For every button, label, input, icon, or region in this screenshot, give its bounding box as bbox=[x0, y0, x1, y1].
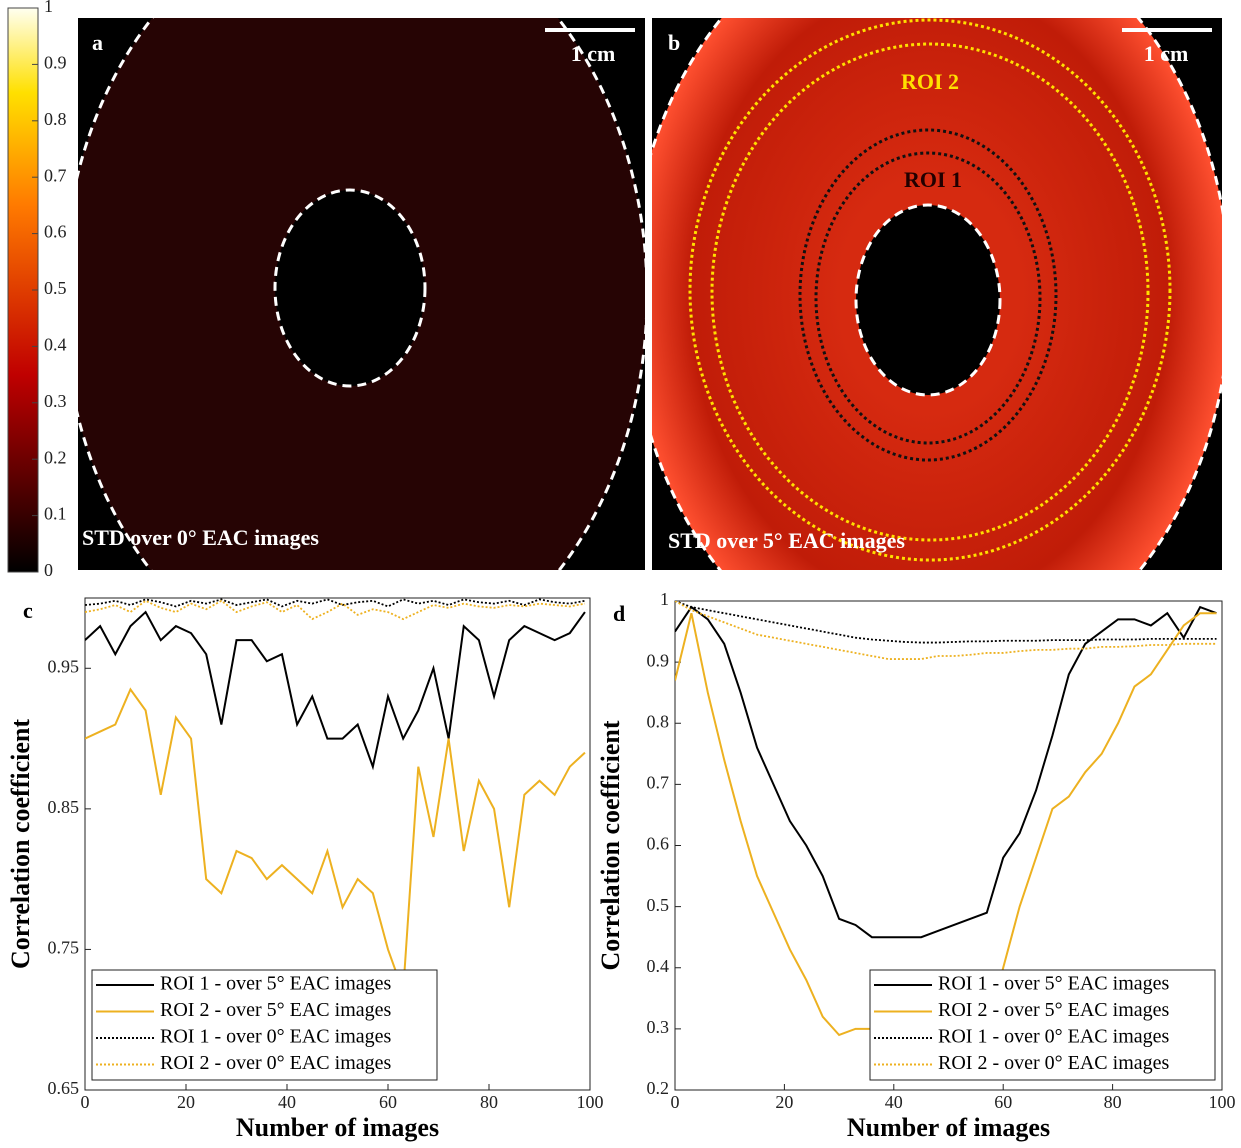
x-tick-label: 20 bbox=[177, 1092, 195, 1112]
colorbar-tick-label: 0.6 bbox=[44, 222, 67, 242]
y-tick-label: 0.8 bbox=[647, 711, 670, 731]
x-tick-label: 80 bbox=[480, 1092, 498, 1112]
y-tick-label: 0.4 bbox=[647, 956, 670, 976]
colorbar-tick-label: 0.5 bbox=[44, 278, 67, 298]
scale-label: 1 cm bbox=[571, 41, 616, 66]
y-tick-label: 0.85 bbox=[48, 797, 80, 817]
legend-label: ROI 1 - over 0° EAC images bbox=[938, 1026, 1170, 1048]
legend-label: ROI 2 - over 5° EAC images bbox=[160, 999, 392, 1021]
y-tick-label: 1 bbox=[660, 589, 669, 609]
x-tick-label: 60 bbox=[379, 1092, 397, 1112]
x-tick-label: 60 bbox=[994, 1092, 1012, 1112]
panel-label: c bbox=[23, 598, 33, 623]
legend-label: ROI 2 - over 5° EAC images bbox=[938, 999, 1170, 1021]
legend-label: ROI 1 - over 5° EAC images bbox=[160, 973, 392, 995]
image-b bbox=[630, 0, 1230, 680]
colorbar-tick-label: 0.4 bbox=[44, 335, 67, 355]
x-tick-label: 20 bbox=[775, 1092, 793, 1112]
colorbar-tick-label: 0.1 bbox=[44, 504, 67, 524]
x-tick-label: 0 bbox=[671, 1092, 680, 1112]
legend-label: ROI 1 - over 0° EAC images bbox=[160, 1026, 392, 1048]
y-tick-label: 0.95 bbox=[48, 656, 80, 676]
x-tick-label: 100 bbox=[577, 1092, 604, 1112]
y-tick-label: 0.3 bbox=[647, 1017, 670, 1037]
y-axis-label: Correlation coefficient bbox=[6, 719, 35, 969]
x-tick-label: 40 bbox=[885, 1092, 903, 1112]
y-tick-label: 0.5 bbox=[647, 895, 670, 915]
colorbar-tick-label: 0.8 bbox=[44, 109, 67, 129]
legend-label: ROI 2 - over 0° EAC images bbox=[160, 1052, 392, 1074]
colorbar-tick-label: 0.2 bbox=[44, 447, 67, 467]
y-tick-label: 0.9 bbox=[647, 650, 670, 670]
colorbar-tick-label: 1 bbox=[44, 0, 53, 16]
y-tick-label: 0.6 bbox=[647, 834, 670, 854]
panel-label: b bbox=[668, 30, 680, 55]
figure: a 1 cm STD over 0° EAC images b 1 cm ROI… bbox=[0, 0, 1241, 1143]
x-axis-label: Number of images bbox=[236, 1113, 439, 1142]
legend-label: ROI 2 - over 0° EAC images bbox=[938, 1052, 1170, 1074]
x-tick-label: 80 bbox=[1104, 1092, 1122, 1112]
colorbar-tick-label: 0.9 bbox=[44, 53, 67, 73]
caption: STD over 5° EAC images bbox=[668, 528, 905, 553]
x-axis-label: Number of images bbox=[847, 1113, 1050, 1142]
image-a bbox=[63, 0, 647, 680]
y-tick-label: 0.2 bbox=[647, 1078, 670, 1098]
y-tick-label: 0.65 bbox=[48, 1078, 80, 1098]
scale-label: 1 cm bbox=[1144, 41, 1189, 66]
colorbar-tick-label: 0.7 bbox=[44, 165, 67, 185]
y-axis-label: Correlation coefficient bbox=[596, 720, 625, 970]
colorbar-tick-label: 0.3 bbox=[44, 391, 67, 411]
colorbar-tick-label: 0 bbox=[44, 560, 53, 580]
legend-label: ROI 1 - over 5° EAC images bbox=[938, 973, 1170, 995]
x-tick-label: 0 bbox=[81, 1092, 90, 1112]
panel-label: d bbox=[613, 601, 625, 626]
y-tick-label: 0.7 bbox=[647, 773, 670, 793]
x-tick-label: 40 bbox=[278, 1092, 296, 1112]
roi-label: ROI 2 bbox=[901, 69, 959, 94]
caption: STD over 0° EAC images bbox=[82, 525, 319, 550]
x-tick-label: 100 bbox=[1209, 1092, 1236, 1112]
page: a 1 cm STD over 0° EAC images b 1 cm ROI… bbox=[0, 0, 1241, 1143]
panel-label: a bbox=[92, 30, 103, 55]
roi-label: ROI 1 bbox=[904, 167, 962, 192]
y-tick-label: 0.75 bbox=[48, 938, 80, 958]
